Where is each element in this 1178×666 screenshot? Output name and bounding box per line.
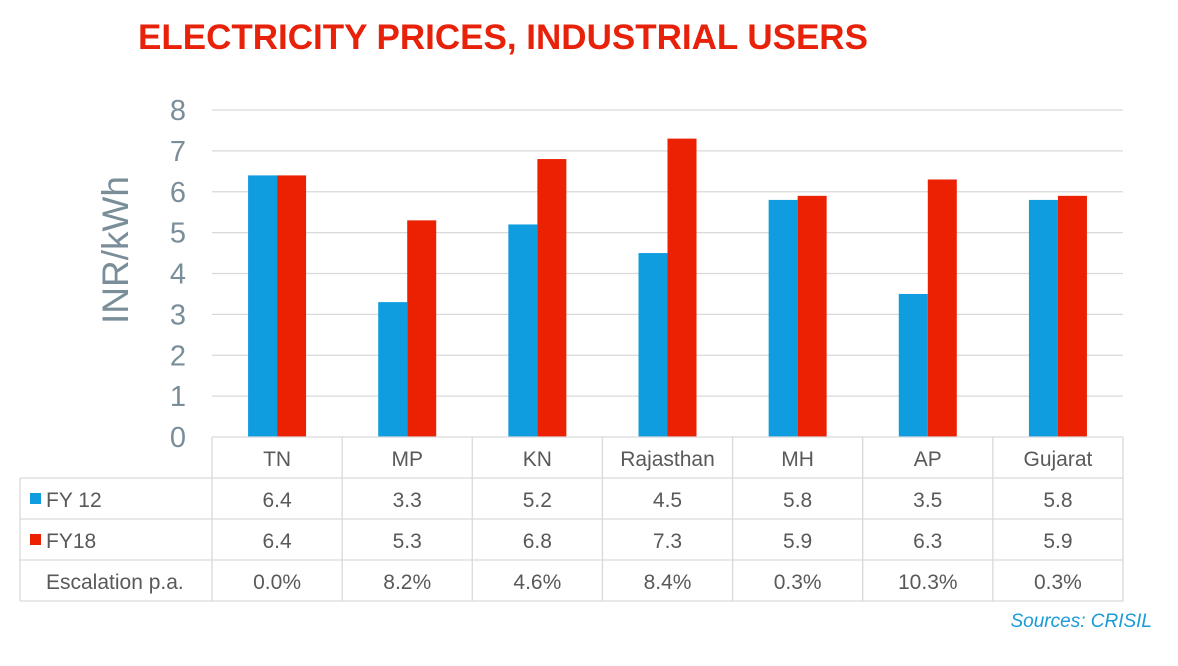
data-label: 5.3 bbox=[393, 530, 422, 553]
data-label: 5.9 bbox=[783, 530, 812, 553]
legend-swatch-fy18 bbox=[30, 534, 41, 545]
y-tick-label: 7 bbox=[170, 136, 186, 168]
bar-fy18 bbox=[1057, 195, 1087, 437]
bar-fy12 bbox=[248, 175, 278, 437]
bar-fy12 bbox=[1028, 199, 1058, 437]
x-tick-label: Gujarat bbox=[1023, 448, 1092, 471]
escalation-value: 8.2% bbox=[383, 571, 431, 594]
y-tick-label: 5 bbox=[170, 218, 186, 250]
x-tick-label: Rajasthan bbox=[620, 448, 715, 471]
escalation-value: 8.4% bbox=[644, 571, 692, 594]
bar-fy18 bbox=[277, 175, 307, 437]
bar-fy18 bbox=[667, 138, 697, 438]
escalation-value: 0.3% bbox=[774, 571, 822, 594]
data-label: 6.8 bbox=[523, 530, 552, 553]
y-tick-label: 3 bbox=[170, 299, 186, 331]
bar-fy12 bbox=[508, 224, 538, 437]
bar-fy18 bbox=[797, 195, 827, 437]
data-label: 4.5 bbox=[653, 489, 682, 512]
x-tick-label: KN bbox=[523, 448, 552, 471]
escalation-value: 4.6% bbox=[513, 571, 561, 594]
y-tick-label: 1 bbox=[170, 381, 186, 413]
source-note: Sources: CRISIL bbox=[1010, 611, 1153, 632]
y-tick-label: 2 bbox=[170, 340, 186, 372]
legend-swatch-fy12 bbox=[30, 493, 41, 504]
data-label: 5.2 bbox=[523, 489, 552, 512]
y-tick-label: 4 bbox=[170, 259, 186, 291]
data-label: 5.9 bbox=[1043, 530, 1072, 553]
escalation-value: 0.3% bbox=[1034, 571, 1082, 594]
bar-fy12 bbox=[638, 253, 668, 437]
data-label: 7.3 bbox=[653, 530, 682, 553]
row-label: Escalation p.a. bbox=[46, 571, 184, 594]
bar-fy18 bbox=[407, 220, 437, 437]
legend-label: FY 12 bbox=[46, 489, 102, 512]
y-axis-label: INR/kWh bbox=[95, 176, 136, 324]
x-tick-label: MP bbox=[391, 448, 423, 471]
bar-fy12 bbox=[378, 302, 408, 437]
x-tick-label: MH bbox=[781, 448, 814, 471]
data-label: 6.3 bbox=[913, 530, 942, 553]
legend-label: FY18 bbox=[46, 530, 96, 553]
data-label: 6.4 bbox=[262, 489, 292, 512]
chart-title: ELECTRICITY PRICES, INDUSTRIAL USERS bbox=[138, 18, 868, 57]
data-label: 3.5 bbox=[913, 489, 942, 512]
data-label: 6.4 bbox=[262, 530, 292, 553]
y-tick-label: 8 bbox=[170, 95, 186, 127]
x-tick-label: TN bbox=[263, 448, 291, 471]
data-label: 5.8 bbox=[783, 489, 812, 512]
escalation-value: 0.0% bbox=[253, 571, 301, 594]
data-label: 3.3 bbox=[393, 489, 422, 512]
bar-fy18 bbox=[537, 159, 567, 438]
y-tick-label: 0 bbox=[170, 422, 186, 454]
bar-fy12 bbox=[898, 293, 928, 437]
escalation-value: 10.3% bbox=[898, 571, 958, 594]
bar-fy12 bbox=[768, 199, 798, 437]
bar-fy18 bbox=[927, 179, 957, 438]
data-label: 5.8 bbox=[1043, 489, 1072, 512]
x-tick-label: AP bbox=[914, 448, 942, 471]
y-tick-label: 6 bbox=[170, 177, 186, 209]
